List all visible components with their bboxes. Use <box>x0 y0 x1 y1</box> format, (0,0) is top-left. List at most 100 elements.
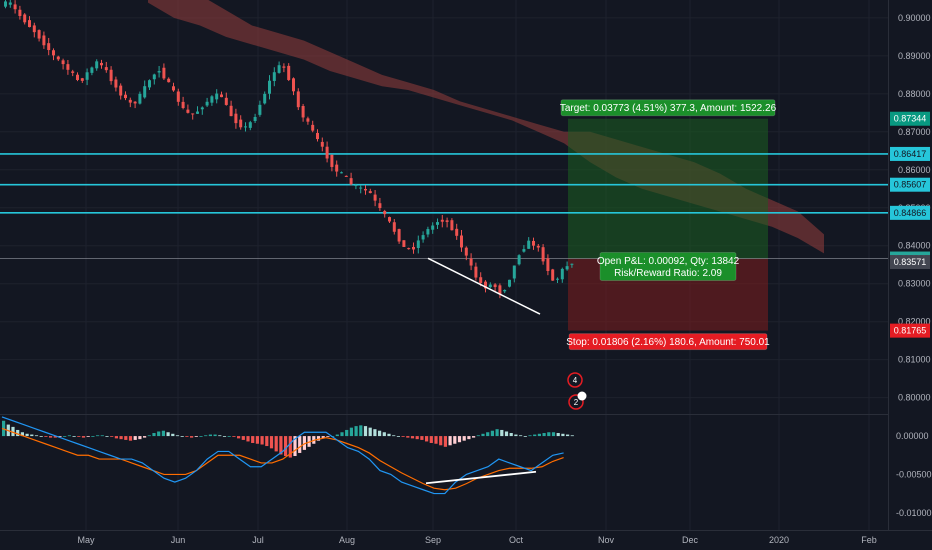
candle-body <box>80 78 84 81</box>
macd-histogram-bar <box>91 436 95 437</box>
candle-body <box>76 74 79 80</box>
macd-histogram-bar <box>124 436 128 440</box>
candle-body <box>383 211 387 215</box>
marker-label: 4 <box>573 376 578 385</box>
price-tick-label: 0.83000 <box>898 279 931 289</box>
macd-histogram-bar <box>260 436 264 445</box>
price-tag: 0.84866 <box>890 205 930 220</box>
macd-histogram-bar <box>392 435 396 437</box>
macd-histogram-bar <box>429 436 433 443</box>
candle-body <box>234 113 238 124</box>
macd-trendline[interactable] <box>425 470 537 485</box>
candle-body <box>52 50 55 56</box>
macd-histogram-bar <box>490 430 494 437</box>
macd-histogram-bar <box>133 436 137 440</box>
price-trendline[interactable] <box>427 257 541 315</box>
candle-body <box>210 96 214 103</box>
candle-body <box>498 285 502 295</box>
macd-histogram-bar <box>401 436 405 437</box>
macd-histogram-bar <box>208 434 212 437</box>
price-tag: 0.87344 <box>890 111 930 126</box>
target-label-bg <box>560 99 776 117</box>
macd-histogram-bar <box>556 433 560 437</box>
macd-histogram-bar <box>425 436 429 442</box>
macd-histogram-bar <box>486 432 490 437</box>
candle-body <box>450 220 454 231</box>
macd-histogram-bar <box>222 436 227 437</box>
candle-body <box>138 93 142 104</box>
price-tag-bg <box>890 111 930 126</box>
macd-histogram-bar <box>547 432 551 437</box>
macd-histogram-bar <box>20 432 24 437</box>
candle-body <box>556 278 559 280</box>
time-axis[interactable]: May Jun Jul Aug Sep Oct Nov Dec 2020 Feb <box>0 530 932 546</box>
candle-body <box>388 217 391 222</box>
marker-badge <box>577 391 587 401</box>
candle-body <box>364 188 367 191</box>
macd-histogram-bar <box>279 436 283 455</box>
candle-body <box>268 80 271 94</box>
macd-histogram-bar <box>321 436 325 439</box>
candle-body <box>368 191 372 194</box>
candle-body <box>114 79 118 88</box>
pl-label-bg <box>599 252 737 282</box>
candle-body <box>488 284 492 288</box>
price-tag-label: 0.84866 <box>894 208 927 218</box>
macd-histogram-bar <box>288 436 292 458</box>
candle-body <box>296 91 300 108</box>
candle-body <box>378 203 382 209</box>
candle-body <box>349 178 353 185</box>
candle-body <box>431 225 435 230</box>
candle-body <box>282 66 286 68</box>
candle-body <box>460 235 463 248</box>
candle-body <box>205 101 209 106</box>
profit-zone[interactable] <box>568 118 768 259</box>
candle-body <box>90 67 94 73</box>
macd-axis[interactable]: 0.00000 -0.00500 -0.01000 <box>896 431 932 518</box>
candle-body <box>61 60 65 65</box>
macd-histogram-bar <box>495 429 499 437</box>
candle-body <box>229 105 233 117</box>
macd-histogram-bar <box>147 435 151 437</box>
macd-histogram-bar <box>30 434 34 437</box>
candle-body <box>100 62 103 66</box>
macd-histogram-bar <box>171 433 175 437</box>
price-tag-bg <box>890 255 930 270</box>
candle-body <box>157 71 161 73</box>
candle-body <box>162 67 166 79</box>
candle-body <box>503 289 507 292</box>
macd-histogram-bar <box>119 436 123 440</box>
event-marker[interactable]: 4 <box>567 372 583 388</box>
macd-histogram-bar <box>528 435 532 437</box>
price-tick-label: 0.88000 <box>898 89 931 99</box>
macd-histogram-bar <box>269 436 274 449</box>
macd-histogram-bar <box>96 435 100 437</box>
candle-body <box>306 118 310 122</box>
horizontal-levels[interactable] <box>0 153 888 214</box>
chart-markers[interactable]: 42 <box>567 372 587 410</box>
macd-histogram-bar <box>368 427 372 437</box>
candle-body <box>426 229 430 235</box>
macd-histogram-bar <box>561 433 565 437</box>
price-tick-label: 0.86000 <box>898 165 931 175</box>
candle-body <box>565 266 569 270</box>
macd-histogram-bar <box>16 429 20 437</box>
candle-body <box>512 265 516 279</box>
target-label: Target: 0.03773 (4.51%) 377.3, Amount: 1… <box>560 99 777 117</box>
macd-histogram-bar <box>519 435 523 437</box>
candle-body <box>8 2 12 5</box>
candle-body <box>316 132 319 140</box>
price-tag-label: 0.81765 <box>894 326 927 336</box>
price-tick-label: 0.82000 <box>898 317 931 327</box>
price-tag: 0.85607 <box>890 177 930 192</box>
candle-body <box>455 228 459 236</box>
candle-body <box>287 65 291 80</box>
candle-body <box>143 86 147 98</box>
candle-body <box>176 91 180 102</box>
macd-histogram-bar <box>199 436 203 437</box>
price-tag-bg <box>890 146 930 161</box>
candle-body <box>421 235 425 240</box>
candle-body <box>191 113 195 115</box>
macd-histogram-bar <box>161 430 165 437</box>
